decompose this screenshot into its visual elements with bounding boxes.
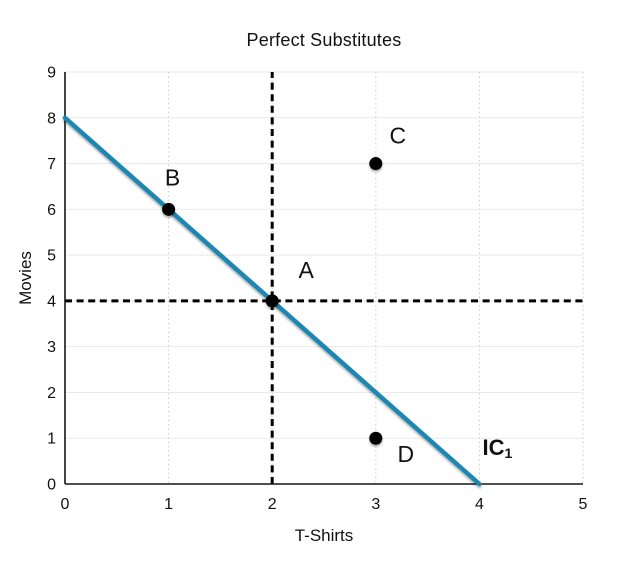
data-point-a xyxy=(265,294,279,308)
y-tick-label: 7 xyxy=(47,156,56,173)
y-tick-label: 1 xyxy=(47,431,56,448)
y-tick-label: 9 xyxy=(47,65,56,82)
point-label-d: D xyxy=(397,441,414,467)
curve-label-subscript: 1 xyxy=(505,445,513,461)
point-label-b: B xyxy=(165,164,180,190)
x-axis-title: T-Shirts xyxy=(294,526,354,545)
x-tick-label: 5 xyxy=(579,496,588,513)
y-tick-label: 2 xyxy=(47,385,56,402)
y-tick-label: 3 xyxy=(47,339,56,356)
y-tick-label: 5 xyxy=(47,248,56,265)
y-tick-label: 6 xyxy=(47,202,56,219)
x-tick-label: 3 xyxy=(371,496,380,513)
x-tick-label: 1 xyxy=(164,496,173,513)
data-point-d xyxy=(369,431,383,445)
y-tick-label: 8 xyxy=(47,110,56,127)
curve-label: IC1 xyxy=(483,435,513,461)
y-tick-label: 4 xyxy=(47,293,56,310)
chart-title: Perfect Substitutes xyxy=(246,30,402,50)
data-point-c xyxy=(369,157,383,171)
point-label-c: C xyxy=(389,123,406,149)
x-tick-label: 4 xyxy=(475,496,484,513)
point-label-a: A xyxy=(299,257,315,283)
y-tick-label: 0 xyxy=(47,477,56,494)
x-tick-label: 2 xyxy=(268,496,277,513)
data-point-b xyxy=(162,202,176,216)
x-tick-label: 0 xyxy=(61,496,70,513)
